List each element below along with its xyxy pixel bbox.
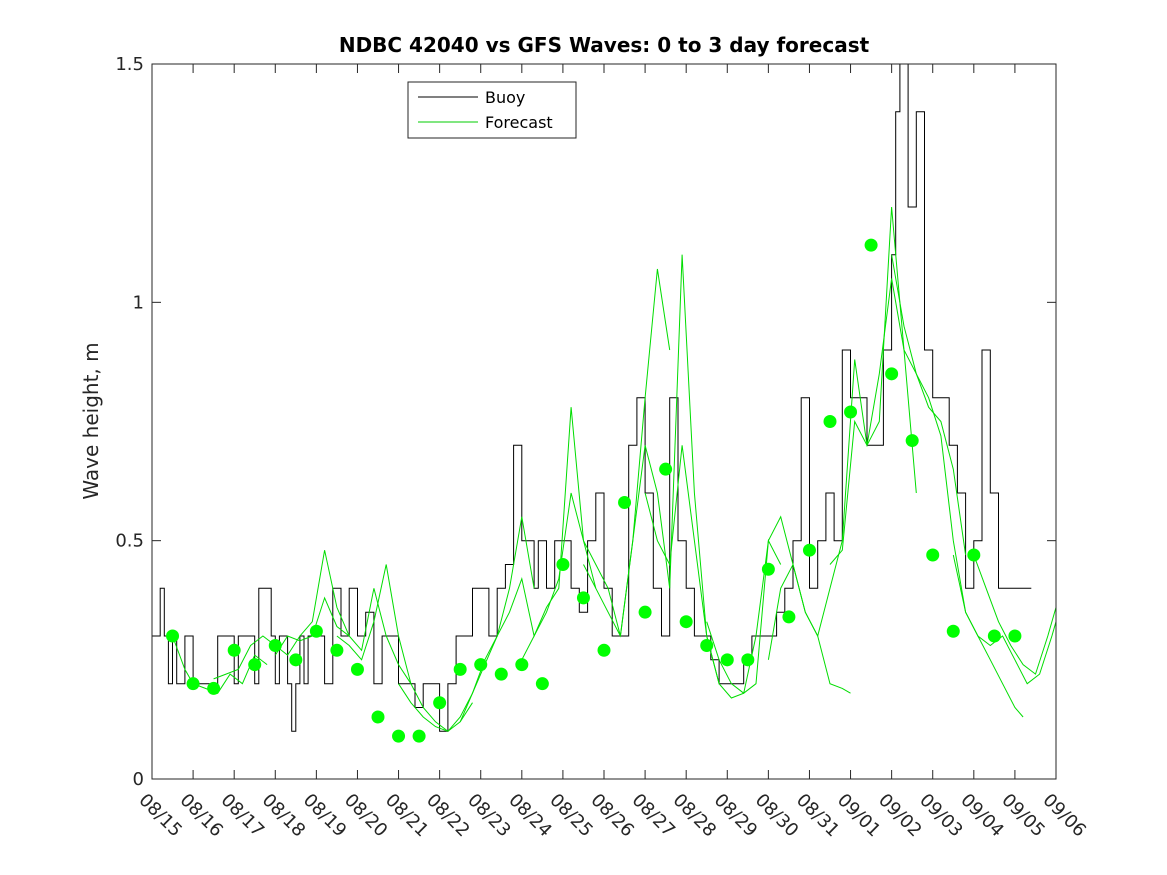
legend: Buoy Forecast [407,81,577,139]
series-buoy [152,63,1032,732]
forecast-marker [659,462,673,476]
forecast-marker [926,548,940,562]
series-forecast-5 [398,516,535,732]
forecast-marker [227,643,241,657]
forecast-marker [576,591,590,605]
forecast-marker [412,729,426,743]
forecast-marker [207,681,221,695]
forecast-marker [946,624,960,638]
y-tick-label: 1.5 [115,54,144,75]
forecast-marker [556,558,570,571]
marker-layer [166,238,1022,743]
forecast-marker [761,562,775,576]
forecast-marker [638,605,652,619]
series-forecast-9 [644,445,782,699]
y-tick-label: 0.5 [115,531,144,552]
forecast-marker [720,653,734,667]
forecast-marker [309,624,323,638]
forecast-marker [844,405,858,419]
forecast-marker [494,667,508,681]
forecast-marker [453,662,467,676]
forecast-marker [987,629,1001,643]
forecast-marker [741,653,755,667]
legend-box [407,81,577,139]
forecast-marker [515,658,529,672]
series-forecast-12 [829,278,967,565]
forecast-marker [1008,629,1022,643]
forecast-marker [350,662,364,676]
forecast-marker [268,639,282,653]
forecast-marker [535,677,549,691]
forecast-marker [330,643,344,657]
y-axis-title: Wave height, m [79,342,103,499]
legend-label-buoy: Buoy [485,88,525,107]
series-forecast-8 [583,254,720,684]
forecast-marker [782,610,796,624]
forecast-marker [433,696,447,710]
forecast-marker [618,496,632,510]
series-forecast-7 [521,268,671,661]
forecast-marker [371,710,385,724]
series-forecast-2 [213,550,350,680]
series-forecast-14 [952,554,1057,685]
forecast-marker [597,643,611,657]
forecast-marker [679,615,693,629]
forecast-marker [248,658,262,672]
series-forecast-3 [274,588,412,684]
plot-area [152,64,1056,779]
series-forecast-15 [973,554,1057,675]
forecast-marker [864,238,878,252]
series-forecast-11 [767,206,917,660]
series-forecast-10 [706,515,851,694]
forecast-marker [289,653,303,667]
forecast-marker [166,629,180,643]
y-tick-label: 1 [133,292,144,313]
series-forecast-4 [336,564,473,732]
forecast-marker [474,658,488,672]
forecast-marker [700,639,714,653]
forecast-marker [885,367,899,381]
forecast-marker [392,729,406,743]
forecast-marker [186,677,200,691]
forecast-marker [967,548,981,562]
series-layer [152,63,1057,732]
y-tick-label: 0 [133,769,144,790]
forecast-marker [802,543,816,557]
series-forecast-13 [891,254,1024,718]
forecast-marker [905,434,919,448]
forecast-marker [823,415,837,428]
legend-label-forecast: Forecast [485,113,553,132]
plot-frame [151,63,1057,780]
chart-title: NDBC 42040 vs GFS Waves: 0 to 3 day fore… [339,33,870,57]
